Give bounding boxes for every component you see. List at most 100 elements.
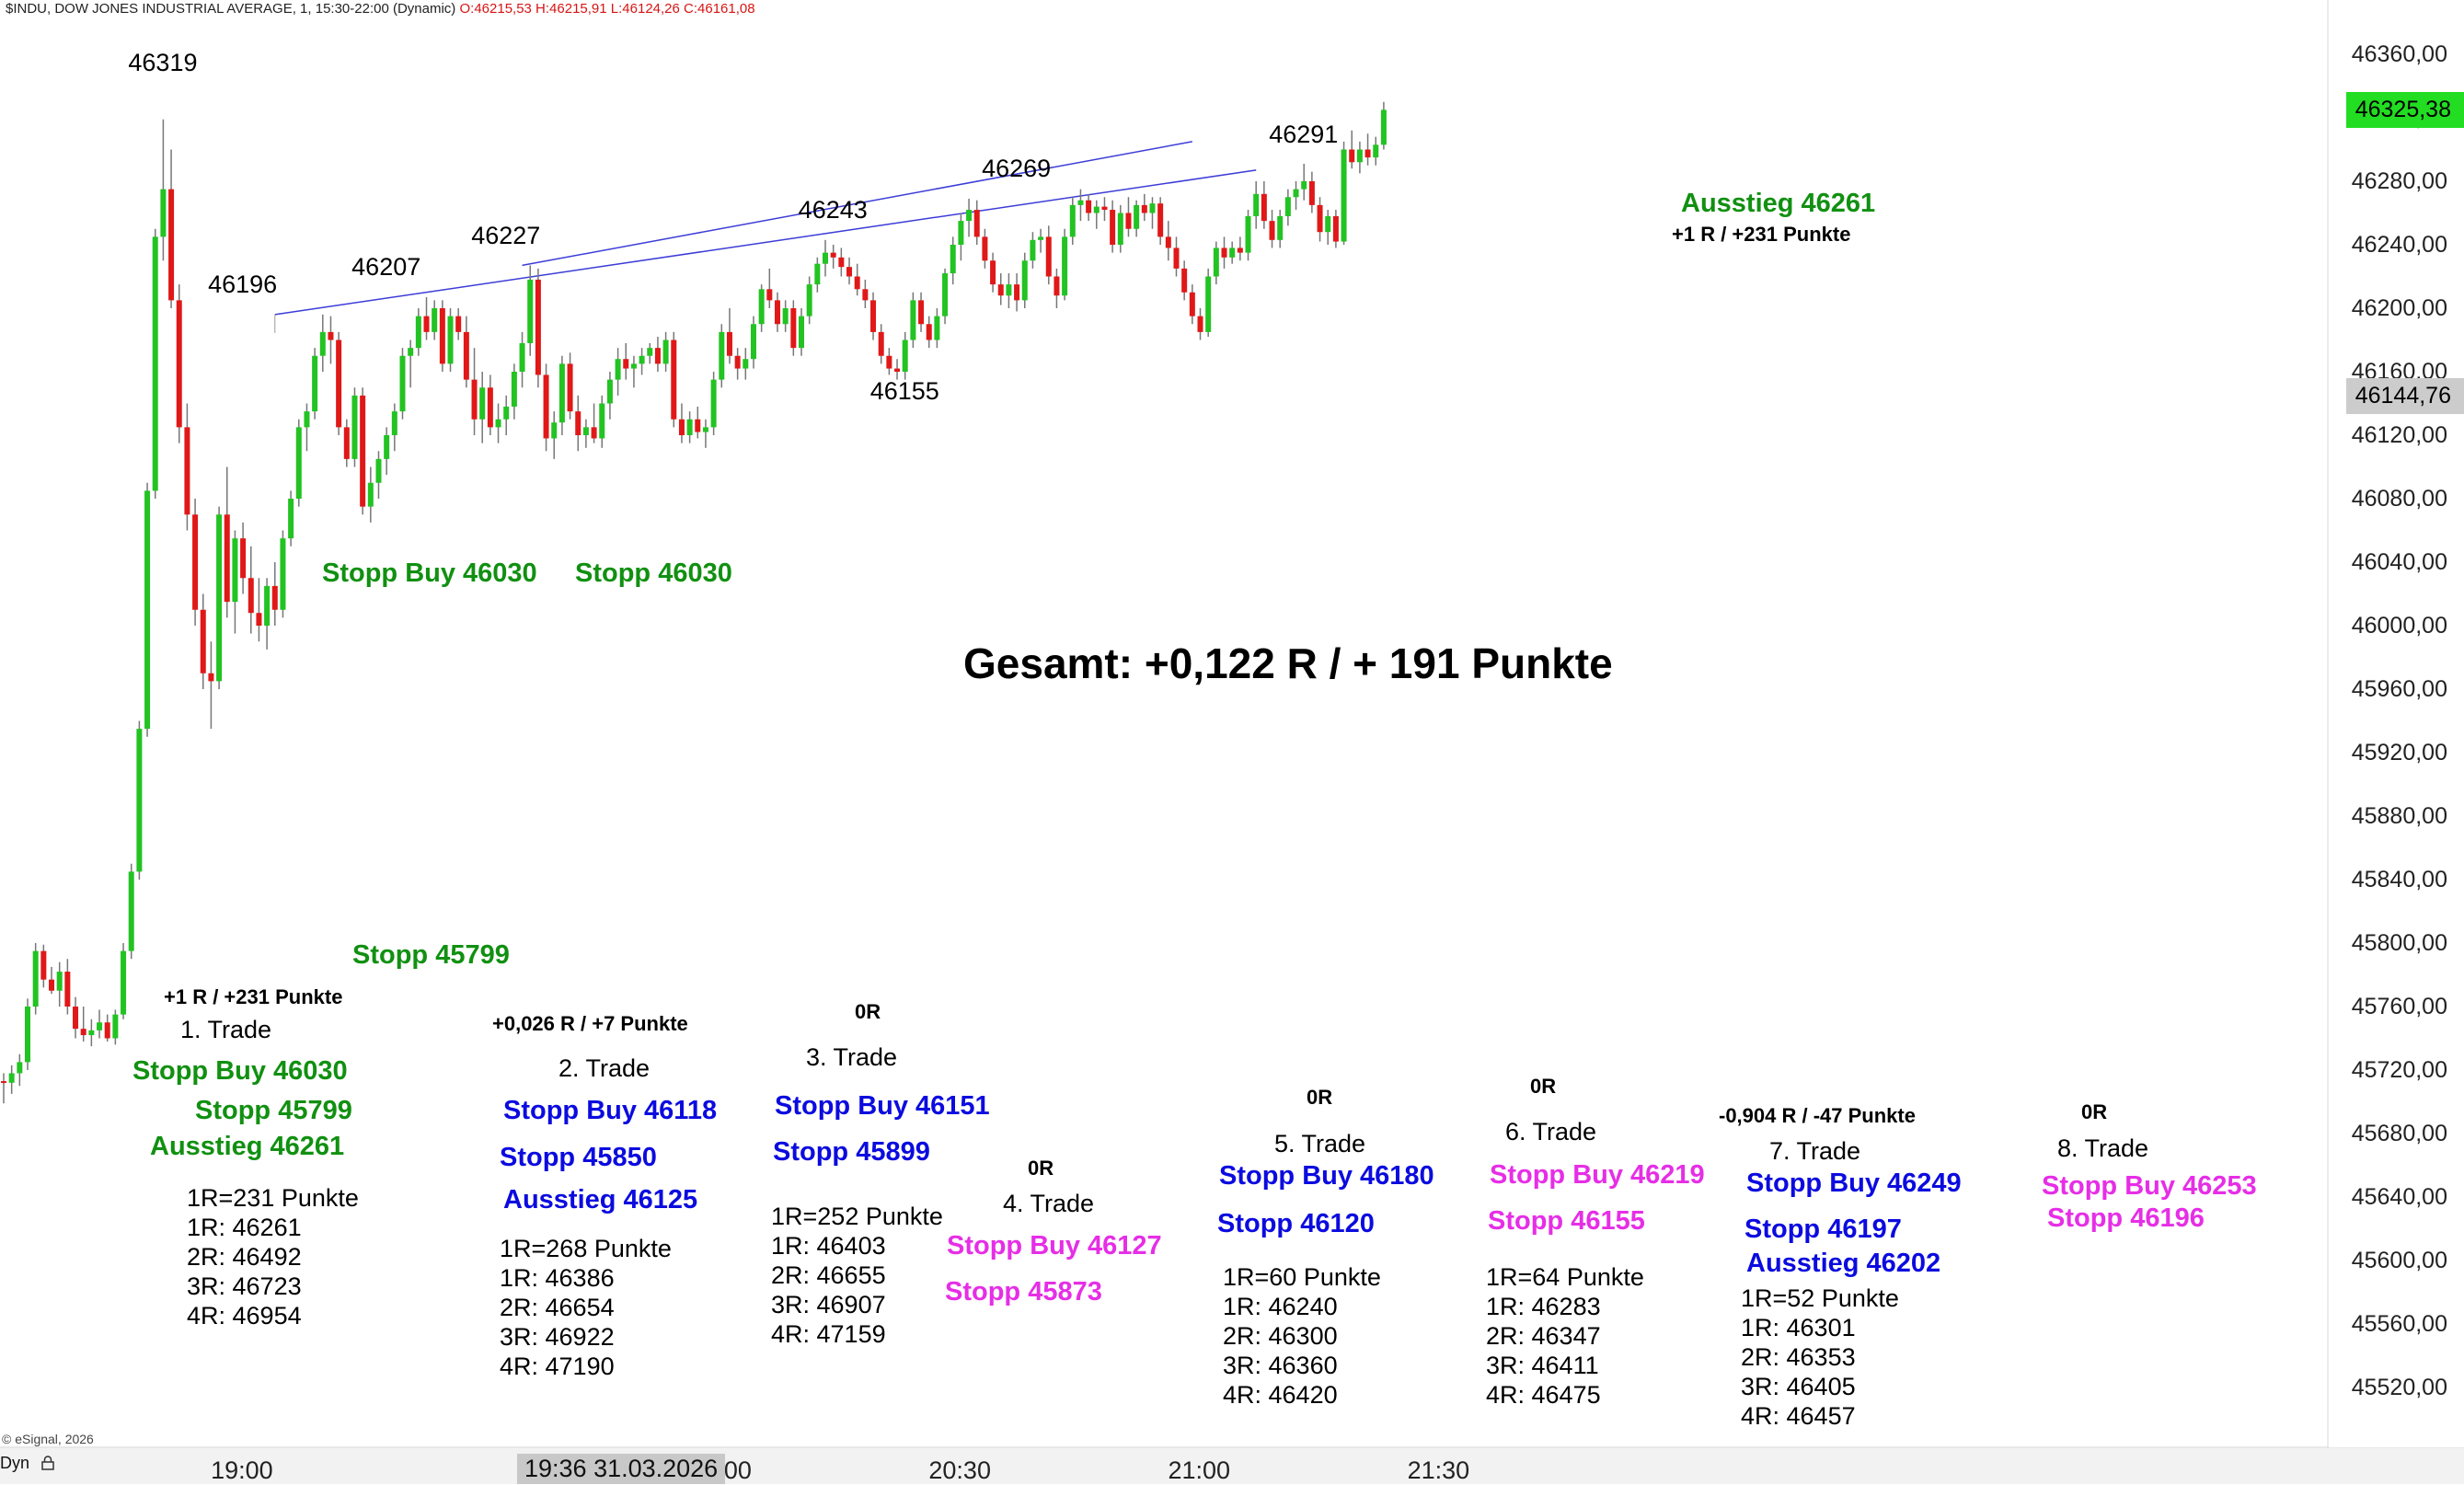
candle-down xyxy=(360,395,366,507)
candle-up xyxy=(375,458,382,483)
candle-down xyxy=(870,300,877,332)
price-tick-label: 45920,00 xyxy=(2351,740,2447,766)
candle-up xyxy=(144,490,151,730)
candle-up xyxy=(686,419,693,435)
candle-down xyxy=(40,950,47,980)
candle-up xyxy=(527,279,534,343)
trade-5-result: 0R xyxy=(1307,1086,1333,1109)
candle-up xyxy=(399,355,406,412)
candle-down xyxy=(654,348,661,364)
trade-1-exit: Ausstieg 46261 xyxy=(150,1132,345,1161)
candle-down xyxy=(1173,248,1180,269)
candle-down xyxy=(1141,204,1147,213)
candle-up xyxy=(615,359,621,380)
candle-down xyxy=(543,374,549,439)
price-tick-label: 45880,00 xyxy=(2351,803,2447,829)
candle-down xyxy=(192,514,199,610)
time-tick-label: 20:30 xyxy=(928,1456,991,1484)
time-tick-label: 21:30 xyxy=(1407,1456,1470,1484)
candle-up xyxy=(1341,149,1347,242)
trade-2-result: +0,026 R / +7 Punkte xyxy=(492,1012,688,1035)
candle-down xyxy=(64,972,71,1007)
candle-up xyxy=(630,363,637,369)
candle-down xyxy=(1364,149,1371,158)
candle-up xyxy=(503,406,510,420)
trade-3-4r: 4R: 47159 xyxy=(771,1320,886,1348)
candle-up xyxy=(304,411,310,428)
candle-up xyxy=(1253,193,1260,216)
trade-5-stats: 1R=60 Punkte 1R: 46240 2R: 46300 3R: 463… xyxy=(1223,1262,1381,1410)
dyn-toggle[interactable]: Dyn xyxy=(0,1454,54,1475)
time-tick-label: 19:00 xyxy=(211,1456,273,1484)
candle-up xyxy=(216,514,223,682)
trendline[interactable] xyxy=(274,169,1257,316)
price-tick-label: 46200,00 xyxy=(2351,295,2447,321)
candle-up xyxy=(8,1073,15,1083)
candle-down xyxy=(240,538,247,579)
price-tick-label: 45960,00 xyxy=(2351,676,2447,702)
candle-down xyxy=(248,578,254,614)
trade-5-stop: Stopp 46120 xyxy=(1217,1209,1375,1238)
trade-2-4r: 4R: 47190 xyxy=(500,1353,615,1380)
trade-7-1r: 1R: 46301 xyxy=(1741,1314,1856,1341)
trade-6-3r: 3R: 46411 xyxy=(1486,1352,1599,1379)
candle-up xyxy=(384,435,390,459)
candle-up xyxy=(351,395,358,459)
candle-down xyxy=(1261,193,1267,222)
trade-2-1r: 1R: 46386 xyxy=(500,1264,615,1292)
trade-1-3r: 3R: 46723 xyxy=(187,1272,302,1300)
trade-6-stats: 1R=64 Punkte 1R: 46283 2R: 46347 3R: 464… xyxy=(1486,1262,1644,1410)
trade-3-3r: 3R: 46907 xyxy=(771,1291,886,1318)
candle-down xyxy=(1349,149,1355,163)
candle-down xyxy=(463,331,469,380)
candle-up xyxy=(1301,181,1307,190)
candle-down xyxy=(973,210,980,237)
annotation-stopp: Stopp 46030 xyxy=(575,558,732,588)
trade-4-stop: Stopp 45873 xyxy=(945,1277,1102,1307)
candle-down xyxy=(926,324,932,340)
price-tick-label: 45800,00 xyxy=(2351,930,2447,956)
candle-up xyxy=(511,372,517,407)
candle-up xyxy=(814,263,821,285)
lock-icon[interactable] xyxy=(41,1456,54,1475)
trade-3-2r: 2R: 46655 xyxy=(771,1261,886,1289)
annotation-stopp-buy: Stopp Buy 46030 xyxy=(322,558,537,588)
trade-7-result: -0,904 R / -47 Punkte xyxy=(1719,1104,1916,1127)
trade-8-result: 0R xyxy=(2081,1100,2108,1123)
candle-up xyxy=(88,1030,95,1036)
candle-up xyxy=(391,411,397,435)
candle-down xyxy=(455,316,462,332)
candle-up xyxy=(750,324,756,360)
trade-2-stats: 1R=268 Punkte 1R: 46386 2R: 46654 3R: 46… xyxy=(500,1234,672,1381)
candle-down xyxy=(1317,204,1323,233)
trade-7-stop: Stopp 46197 xyxy=(1744,1214,1902,1244)
candle-down xyxy=(1,1081,6,1084)
candle-up xyxy=(288,499,294,539)
trade-3-entry: Stopp Buy 46151 xyxy=(775,1091,990,1121)
candle-up xyxy=(1093,206,1100,213)
candle-down xyxy=(1086,200,1092,213)
candle-up xyxy=(295,427,302,499)
candle-down xyxy=(104,1022,110,1039)
symbol-text: $INDU, DOW JONES INDUSTRIAL AVERAGE, 1, … xyxy=(6,1,456,17)
candle-up xyxy=(1356,149,1363,163)
candle-up xyxy=(782,308,789,325)
candle-down xyxy=(774,300,780,325)
price-tick-label: 46040,00 xyxy=(2351,549,2447,575)
candle-down xyxy=(343,427,350,459)
candle-down xyxy=(1269,221,1275,240)
candle-down xyxy=(918,300,925,325)
chart-header: $INDU, DOW JONES INDUSTRIAL AVERAGE, 1, … xyxy=(6,1,755,17)
candle-down xyxy=(1197,316,1203,332)
trade-2-r-size: 1R=268 Punkte xyxy=(500,1235,672,1262)
price-tick-label: 45760,00 xyxy=(2351,994,2447,1019)
candle-down xyxy=(535,279,541,375)
candle-down xyxy=(575,411,581,435)
trade-2-title: 2. Trade xyxy=(558,1054,651,1082)
trade-6-1r: 1R: 46283 xyxy=(1486,1293,1601,1320)
candle-up xyxy=(264,585,271,626)
price-tick-label: 46360,00 xyxy=(2351,41,2447,67)
trade-6-stop: Stopp 46155 xyxy=(1488,1206,1645,1236)
trendline[interactable] xyxy=(522,141,1192,267)
candle-down xyxy=(830,252,836,258)
